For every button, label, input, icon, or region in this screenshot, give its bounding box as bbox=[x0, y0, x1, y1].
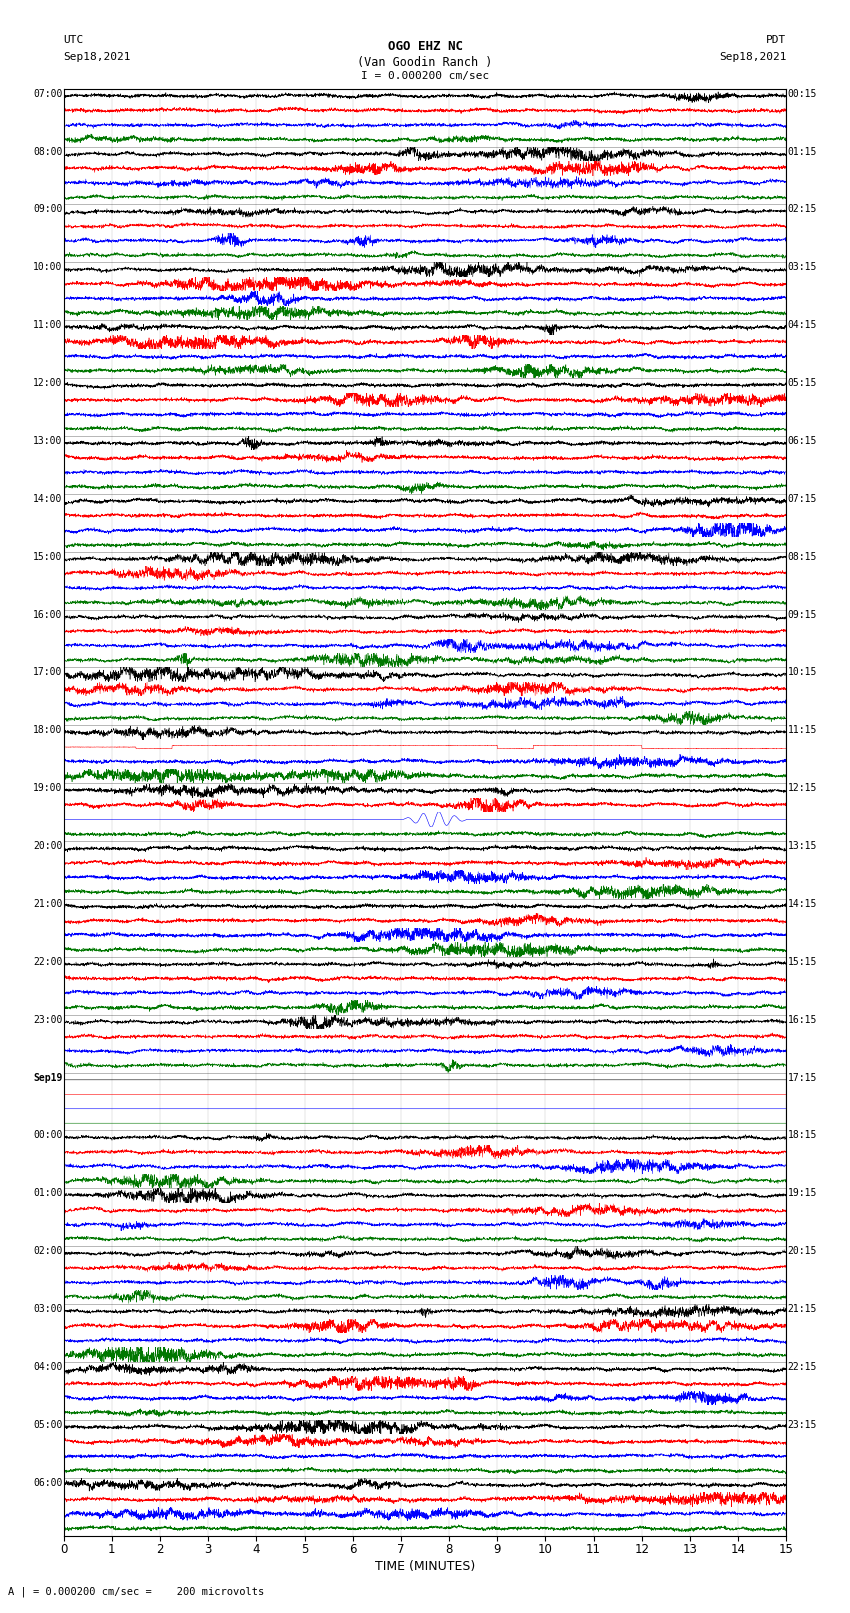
Text: 15:00: 15:00 bbox=[33, 552, 62, 561]
Text: 00:15: 00:15 bbox=[788, 89, 817, 98]
Text: 22:00: 22:00 bbox=[33, 957, 62, 966]
Text: OGO EHZ NC: OGO EHZ NC bbox=[388, 40, 462, 53]
Text: 16:00: 16:00 bbox=[33, 610, 62, 619]
Text: UTC: UTC bbox=[64, 35, 84, 45]
Text: 20:00: 20:00 bbox=[33, 840, 62, 852]
Text: 05:15: 05:15 bbox=[788, 377, 817, 389]
Text: 01:15: 01:15 bbox=[788, 147, 817, 156]
Text: 15:15: 15:15 bbox=[788, 957, 817, 966]
Text: 23:00: 23:00 bbox=[33, 1015, 62, 1024]
X-axis label: TIME (MINUTES): TIME (MINUTES) bbox=[375, 1560, 475, 1573]
Text: 06:15: 06:15 bbox=[788, 436, 817, 445]
Text: 07:00: 07:00 bbox=[33, 89, 62, 98]
Text: 11:00: 11:00 bbox=[33, 321, 62, 331]
Text: 17:15: 17:15 bbox=[788, 1073, 817, 1082]
Text: 20:15: 20:15 bbox=[788, 1247, 817, 1257]
Text: A | = 0.000200 cm/sec =    200 microvolts: A | = 0.000200 cm/sec = 200 microvolts bbox=[8, 1586, 264, 1597]
Text: 12:15: 12:15 bbox=[788, 784, 817, 794]
Text: 02:00: 02:00 bbox=[33, 1247, 62, 1257]
Text: 14:00: 14:00 bbox=[33, 494, 62, 503]
Text: 22:15: 22:15 bbox=[788, 1361, 817, 1373]
Text: 10:15: 10:15 bbox=[788, 668, 817, 677]
Text: 13:00: 13:00 bbox=[33, 436, 62, 445]
Text: 04:00: 04:00 bbox=[33, 1361, 62, 1373]
Text: 13:15: 13:15 bbox=[788, 840, 817, 852]
Text: 17:00: 17:00 bbox=[33, 668, 62, 677]
Text: I = 0.000200 cm/sec: I = 0.000200 cm/sec bbox=[361, 71, 489, 81]
Text: 16:15: 16:15 bbox=[788, 1015, 817, 1024]
Text: PDT: PDT bbox=[766, 35, 786, 45]
Text: 07:15: 07:15 bbox=[788, 494, 817, 503]
Text: 05:00: 05:00 bbox=[33, 1419, 62, 1429]
Text: 11:15: 11:15 bbox=[788, 726, 817, 736]
Text: 06:00: 06:00 bbox=[33, 1478, 62, 1487]
Text: 23:15: 23:15 bbox=[788, 1419, 817, 1429]
Text: 18:15: 18:15 bbox=[788, 1131, 817, 1140]
Text: 09:15: 09:15 bbox=[788, 610, 817, 619]
Text: 04:15: 04:15 bbox=[788, 321, 817, 331]
Text: 02:15: 02:15 bbox=[788, 205, 817, 215]
Text: 21:00: 21:00 bbox=[33, 898, 62, 910]
Text: Sep18,2021: Sep18,2021 bbox=[719, 52, 786, 61]
Text: 08:00: 08:00 bbox=[33, 147, 62, 156]
Text: 03:00: 03:00 bbox=[33, 1303, 62, 1315]
Text: 14:15: 14:15 bbox=[788, 898, 817, 910]
Text: 09:00: 09:00 bbox=[33, 205, 62, 215]
Text: 12:00: 12:00 bbox=[33, 377, 62, 389]
Text: 18:00: 18:00 bbox=[33, 726, 62, 736]
Text: Sep19: Sep19 bbox=[33, 1073, 62, 1082]
Text: 08:15: 08:15 bbox=[788, 552, 817, 561]
Text: 21:15: 21:15 bbox=[788, 1303, 817, 1315]
Text: 01:00: 01:00 bbox=[33, 1189, 62, 1198]
Text: 19:15: 19:15 bbox=[788, 1189, 817, 1198]
Text: (Van Goodin Ranch ): (Van Goodin Ranch ) bbox=[357, 56, 493, 69]
Text: 10:00: 10:00 bbox=[33, 263, 62, 273]
Text: 00:00: 00:00 bbox=[33, 1131, 62, 1140]
Text: 19:00: 19:00 bbox=[33, 784, 62, 794]
Text: 03:15: 03:15 bbox=[788, 263, 817, 273]
Text: Sep18,2021: Sep18,2021 bbox=[64, 52, 131, 61]
